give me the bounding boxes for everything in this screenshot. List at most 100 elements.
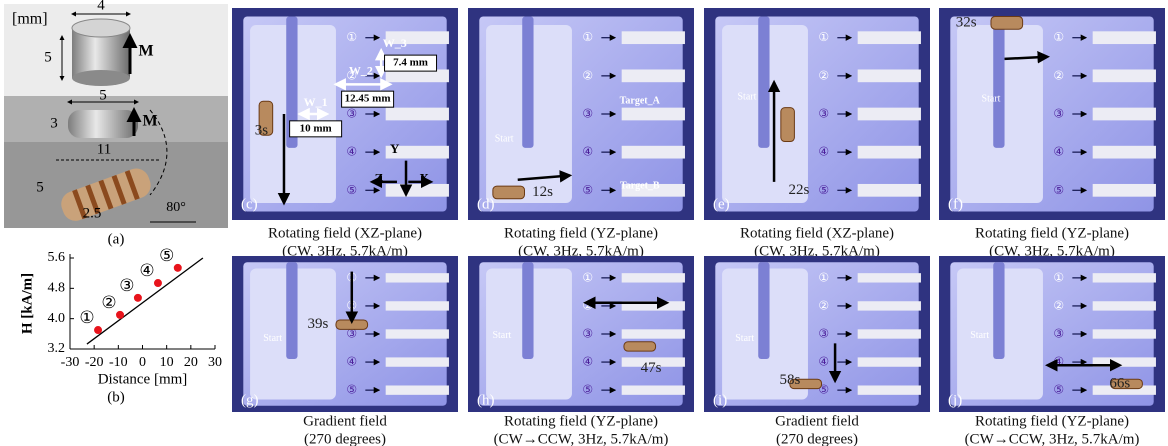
x-tick-label: -30 — [61, 355, 80, 370]
robot — [624, 342, 656, 351]
point-label: ② — [101, 293, 116, 313]
target-channel — [858, 301, 921, 310]
dimension-label: M — [138, 43, 153, 60]
annotation: 12.45 mm — [345, 93, 391, 105]
data-point — [134, 294, 142, 302]
dimension-label: 3 — [50, 115, 58, 131]
target-channel — [1093, 301, 1156, 310]
panel-caption: Gradient field — [303, 413, 387, 429]
channel-number: ⑤ — [1053, 383, 1064, 397]
y-tick-label: 3.2 — [48, 341, 66, 356]
panel-caption: Rotating field (YZ-plane) — [975, 225, 1129, 241]
annotation: 3s — [255, 122, 269, 138]
target-channel — [386, 301, 449, 310]
panel-label: (i) — [713, 393, 727, 409]
target-channel — [1093, 146, 1156, 159]
x-tick-label: 0 — [139, 355, 146, 370]
slot — [758, 16, 769, 147]
target-channel — [1093, 31, 1156, 44]
annotation: Target_A — [620, 96, 661, 107]
annotation: Target_B — [620, 180, 660, 191]
x-tick-label: -20 — [85, 355, 104, 370]
panel-label: (h) — [477, 393, 495, 409]
slot — [522, 262, 533, 359]
target-channel — [1093, 69, 1156, 82]
dimension-label: 5 — [99, 87, 107, 103]
dimension-label: 5 — [44, 49, 52, 65]
channel-number: ⑤ — [346, 183, 357, 197]
target-channel — [386, 108, 449, 121]
annotation: W_1 — [304, 95, 328, 109]
point-label: ④ — [139, 261, 154, 281]
channel-number: ③ — [582, 327, 593, 341]
annotation: 12s — [532, 184, 553, 200]
annotation: 47s — [641, 360, 662, 376]
channel-number: ⑤ — [818, 183, 829, 197]
target-channel — [858, 31, 921, 44]
dimension-label: M — [142, 113, 157, 130]
annotation: 66s — [1109, 375, 1130, 391]
channel-number: ④ — [1053, 355, 1064, 369]
annotation: 10 mm — [300, 122, 332, 134]
annotation: Start — [263, 333, 282, 344]
target-channel — [858, 385, 921, 394]
target-channel — [622, 385, 685, 394]
data-point — [154, 279, 162, 287]
channel-number: ① — [1053, 270, 1064, 284]
annotation: 32s — [956, 14, 977, 30]
channel-number: ③ — [1053, 107, 1064, 121]
target-channel — [622, 329, 685, 338]
panel-caption: Gradient field — [775, 413, 859, 429]
panel-caption: Rotating field (YZ-plane) — [504, 225, 658, 241]
annotation: Start — [982, 93, 1001, 104]
channel-number: ① — [582, 30, 593, 44]
x-tick-label: -10 — [109, 355, 128, 370]
dimension-label: 4 — [97, 0, 105, 13]
target-channel — [1093, 184, 1156, 197]
channel-number: ③ — [582, 107, 593, 121]
panel-label: (j) — [948, 393, 962, 409]
target-channel — [858, 69, 921, 82]
panel-label: (g) — [241, 393, 258, 409]
panel-label: (f) — [948, 197, 963, 213]
target-channel — [858, 108, 921, 121]
channel-number: ① — [582, 270, 593, 284]
slot — [522, 16, 533, 147]
figure: [mm]45M53M1152.580°(a)3.24.04.85.6-30-20… — [0, 0, 1168, 446]
target-channel — [622, 31, 685, 44]
channel-number: ② — [818, 298, 829, 312]
target-channel — [386, 184, 449, 197]
point-label: ③ — [119, 276, 134, 296]
dimension-label: 5 — [36, 179, 44, 195]
channel-number: ② — [582, 298, 593, 312]
target-channel — [386, 385, 449, 394]
data-point — [116, 311, 124, 319]
dimension-label: 2.5 — [83, 205, 102, 221]
panel-caption: (270 degrees) — [304, 431, 386, 446]
annotation: Start — [970, 330, 989, 341]
channel-number: ③ — [1053, 327, 1064, 341]
dimension-label: 11 — [97, 141, 111, 157]
robot — [781, 108, 795, 142]
unit-label: [mm] — [12, 11, 48, 28]
channel-number: ① — [1053, 30, 1064, 44]
panel-caption: (a) — [108, 231, 125, 247]
channel-number: ③ — [818, 327, 829, 341]
target-channel — [858, 329, 921, 338]
panel-caption: (b) — [107, 389, 125, 405]
annotation: 58s — [779, 372, 800, 388]
channel-number: ⑤ — [582, 383, 593, 397]
annotation: W_3 — [383, 36, 407, 50]
annotation: Z — [375, 171, 384, 186]
target-channel — [622, 108, 685, 121]
panel-caption: Rotating field (YZ-plane) — [975, 413, 1129, 429]
channel-number: ④ — [582, 355, 593, 369]
target-channel — [386, 329, 449, 338]
channel-number: ④ — [346, 355, 357, 369]
panel-caption: Rotating field (XZ-plane) — [740, 225, 894, 241]
target-channel — [622, 69, 685, 82]
target-channel — [858, 273, 921, 282]
panel-label: (c) — [241, 197, 258, 213]
panel-caption: (CW→CCW, 3Hz, 5.7kA/m) — [494, 431, 669, 446]
channel-number: ⑤ — [1053, 183, 1064, 197]
